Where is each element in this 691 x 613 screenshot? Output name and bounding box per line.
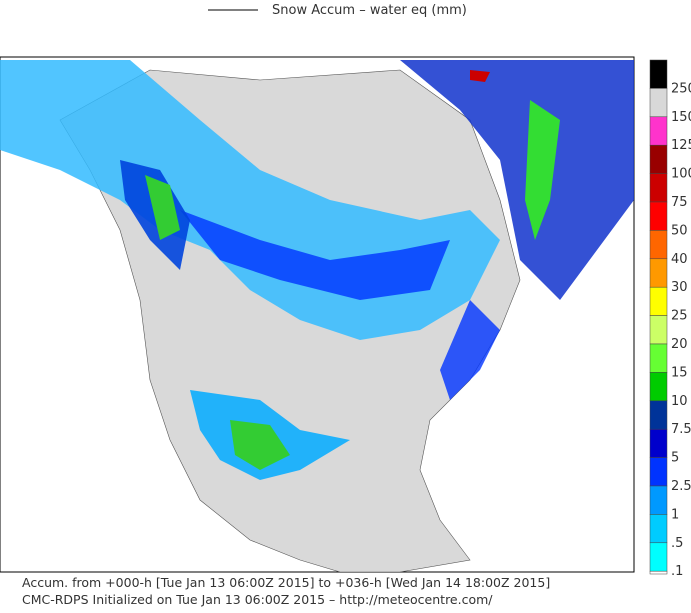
legend-label: 25 [671, 309, 688, 324]
title: Snow Accum – water eq (mm) [272, 3, 467, 18]
legend-label: 75 [671, 195, 688, 210]
legend-label: 40 [671, 252, 688, 267]
legend-label: 50 [671, 223, 688, 238]
snow-area [525, 100, 560, 240]
legend-swatch [649, 88, 668, 118]
legend-label: 10 [671, 394, 688, 409]
legend-label: 150 [671, 110, 691, 125]
legend-label: 2.5 [671, 479, 691, 494]
footer-line: Accum. from +000-h [Tue Jan 13 06:00Z 20… [22, 575, 550, 590]
legend-swatch [649, 59, 668, 89]
snow-area [400, 60, 634, 300]
legend-swatch [649, 201, 668, 231]
legend-label: .5 [671, 536, 683, 551]
legend-swatch [649, 116, 668, 146]
snow-area [180, 210, 450, 300]
legend-label: 5 [671, 451, 679, 466]
legend-label: 15 [671, 365, 688, 380]
legend-swatch [649, 400, 668, 430]
legend-swatch [649, 514, 668, 544]
legend-swatch [649, 258, 668, 288]
footer-line: CMC-RDPS Initialized on Tue Jan 13 06:00… [22, 592, 493, 607]
legend: 250 150 125 100 75 50 40 30 25 20 15 10 7.5 5 2.5 1 .5 .1 [649, 59, 691, 579]
legend-swatch [649, 230, 668, 260]
legend-label: 7.5 [671, 422, 691, 437]
legend-swatch [649, 485, 668, 515]
legend-label: 100 [671, 167, 691, 182]
snow-area [145, 175, 180, 240]
legend-swatch [649, 286, 668, 316]
legend-swatch [649, 570, 668, 575]
legend-swatch [649, 457, 668, 487]
legend-swatch [649, 173, 668, 203]
legend-swatch [649, 144, 668, 174]
snow-area [440, 300, 500, 400]
legend-swatch [649, 428, 668, 458]
legend-swatch [649, 315, 668, 345]
legend-label: 125 [671, 138, 691, 153]
legend-swatch [649, 372, 668, 402]
legend-label: 250 [671, 81, 691, 96]
legend-label: 30 [671, 280, 688, 295]
map [0, 56, 635, 573]
legend-swatch [649, 343, 668, 373]
snow-area [470, 70, 490, 82]
legend-label: 20 [671, 337, 688, 352]
legend-label: 1 [671, 507, 679, 522]
snow-area [230, 420, 290, 470]
legend-label: .1 [671, 564, 683, 579]
legend-swatch [649, 542, 668, 572]
